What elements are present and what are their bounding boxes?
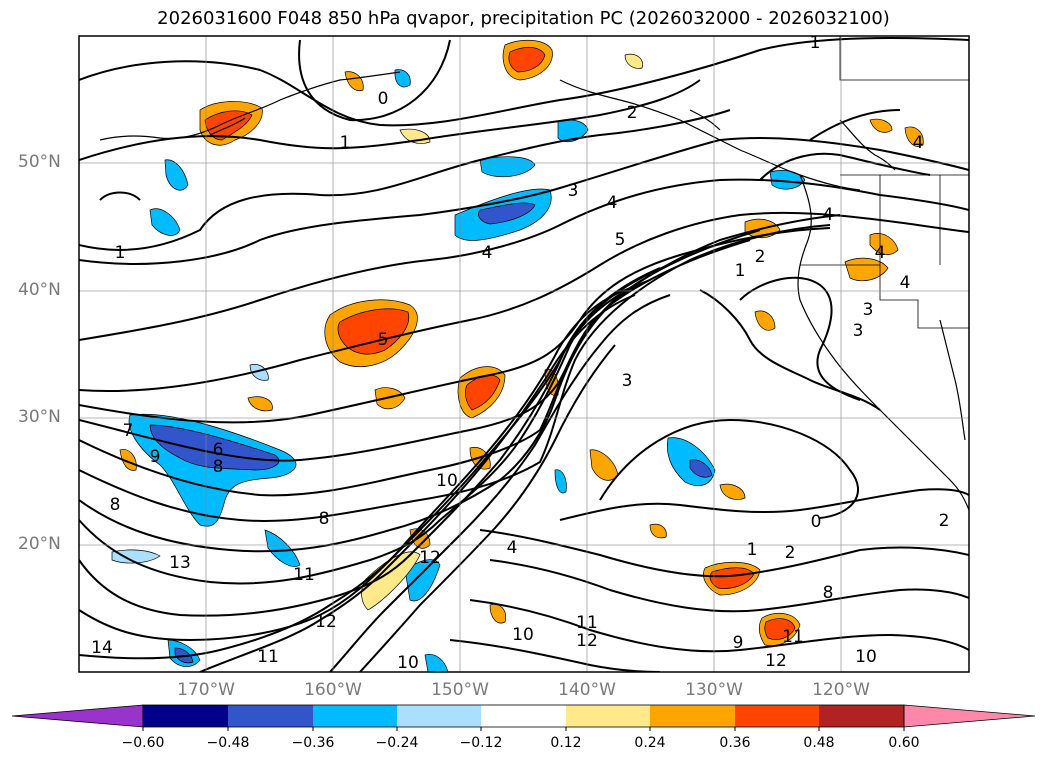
latitude-label: 30°N [18, 407, 61, 427]
contour-label: 4 [507, 538, 518, 558]
plot-frame [78, 35, 970, 673]
contour-label: 3 [863, 300, 874, 320]
colorbar-tick-label: 0.24 [634, 735, 666, 751]
colorbar-tick-label: 0.36 [719, 735, 751, 751]
contour-label: 3 [853, 321, 864, 341]
colorbar-tick-label: −0.60 [121, 735, 165, 751]
contour-label: 10 [512, 625, 534, 645]
colorbar-tick-label: 0.60 [888, 735, 920, 751]
contour-label: 11 [576, 613, 598, 633]
colorbar-tick-label: −0.48 [206, 735, 250, 751]
longitude-label: 120°W [812, 680, 870, 700]
longitude-label: 160°W [304, 680, 362, 700]
contour-label: 11 [293, 565, 315, 585]
contour-label: 8 [110, 495, 121, 515]
map-title: 2026031600 F048 850 hPa qvapor, precipit… [157, 8, 890, 29]
colorbar-tick-label: 0.12 [550, 735, 582, 751]
contour-label: 5 [615, 230, 626, 250]
contour-label: 5 [378, 330, 389, 350]
contour-label: 1 [810, 33, 821, 53]
contour-label: 4 [875, 243, 886, 263]
contour-label: 1 [340, 133, 351, 153]
contour-label: 12 [315, 612, 337, 632]
contour-label: 2 [755, 247, 766, 267]
colorbar-bin [397, 705, 481, 727]
colorbar-bin [143, 705, 228, 727]
colorbar-bin [313, 705, 397, 727]
contour-label: 2 [939, 511, 950, 531]
colorbar-extend-low [11, 704, 144, 728]
contour-label: 4 [900, 273, 911, 293]
colorbar-bin [481, 705, 566, 727]
colorbar-bin [228, 705, 313, 727]
qvapor-contours [79, 37, 969, 672]
colorbar-bin [566, 705, 650, 727]
contour-label: 4 [607, 193, 618, 213]
contour-labels: 1 0 1 2 1 3 4 5 4 4 5 7 6 8 9 8 10 8 11 … [91, 33, 950, 673]
longitude-label: 170°W [177, 680, 235, 700]
contour-label: 1 [747, 540, 758, 560]
colorbar-bin [819, 705, 904, 727]
colorbar-tick-label: −0.12 [459, 735, 503, 751]
contour-label: 3 [622, 371, 633, 391]
contour-label: 8 [319, 509, 330, 529]
latitude-label: 20°N [18, 534, 61, 554]
colorbar-bin [735, 705, 819, 727]
contour-label: 12 [419, 548, 441, 568]
longitude-label: 150°W [431, 680, 489, 700]
latitude-label: 40°N [18, 280, 61, 300]
contour-label: 1 [115, 243, 126, 263]
coastlines [99, 71, 969, 511]
contour-label: 10 [855, 647, 877, 667]
contour-label: 8 [213, 457, 224, 477]
map-plot-area: 1 0 1 2 1 3 4 5 4 4 5 7 6 8 9 8 10 8 11 … [79, 33, 969, 673]
colorbar-bin [650, 705, 735, 727]
colorbar-tick-label: −0.24 [375, 735, 419, 751]
contour-label: 4 [913, 133, 924, 153]
contour-label: 12 [576, 631, 598, 651]
latitude-label: 50°N [18, 152, 61, 172]
political-borders [800, 36, 969, 329]
colorbar-tick-label: 0.48 [803, 735, 835, 751]
contour-label: 2 [785, 543, 796, 563]
colorbar [11, 704, 1036, 731]
contour-label: 0 [811, 512, 822, 532]
gridlines [79, 36, 969, 672]
contour-label: 9 [733, 633, 744, 653]
longitude-label: 130°W [685, 680, 743, 700]
contour-label: 7 [123, 421, 134, 441]
colorbar-extend-high [903, 704, 1036, 728]
contour-label: 10 [436, 471, 458, 491]
contour-label: 3 [568, 181, 579, 201]
contour-label: 11 [782, 627, 804, 647]
contour-label: 2 [627, 103, 638, 123]
contour-label: 9 [150, 447, 161, 467]
contour-label: 4 [823, 205, 834, 225]
contour-label: 13 [169, 553, 191, 573]
contour-label: 6 [213, 440, 224, 460]
contour-label: 12 [765, 651, 787, 671]
contour-label: 10 [397, 653, 419, 673]
longitude-label: 140°W [558, 680, 616, 700]
contour-label: 11 [257, 647, 279, 667]
contour-label: 1 [735, 261, 746, 281]
contour-label: 14 [91, 638, 113, 658]
contour-label: 4 [482, 243, 493, 263]
contour-label: 8 [823, 583, 834, 603]
colorbar-tick-label: −0.36 [291, 735, 335, 751]
contour-label: 0 [378, 89, 389, 109]
